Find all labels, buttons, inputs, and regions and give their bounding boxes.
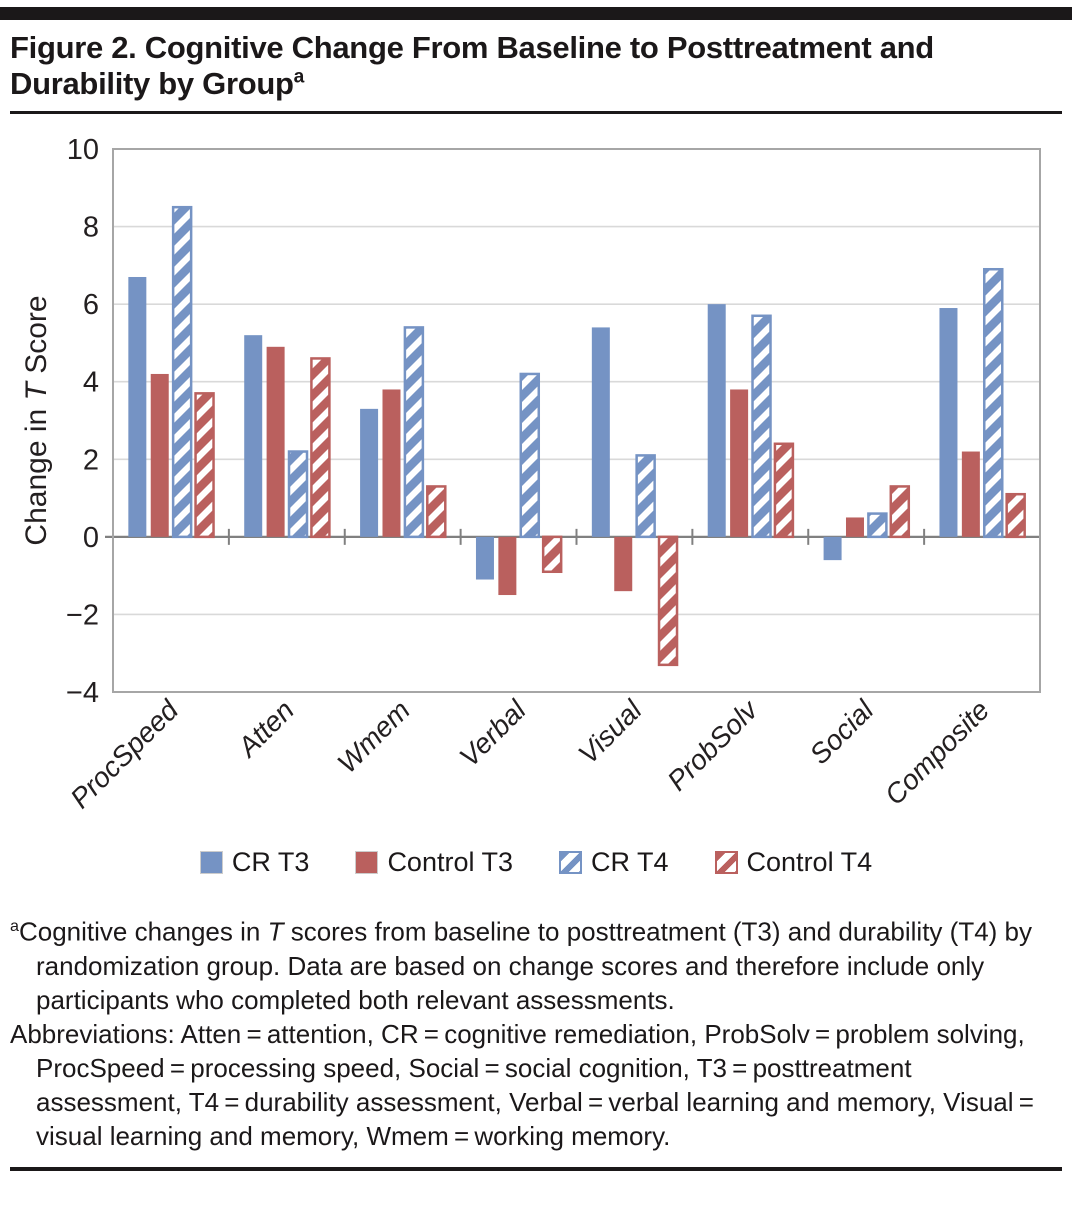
bar-cr-t4-composite xyxy=(983,267,1004,539)
figure-title: Figure 2. Cognitive Change From Baseline… xyxy=(10,30,1062,102)
x-axis-label-social: Social xyxy=(804,694,880,770)
bar-cr-t3-composite xyxy=(939,307,958,537)
bar-cr-t4-wmem xyxy=(403,326,425,539)
bar-control-t3-procspeed xyxy=(150,373,169,537)
bar-control-t3-verbal xyxy=(498,536,517,595)
legend-item-cr-t3: CR T3 xyxy=(199,847,310,878)
x-axis-label-verbal: Verbal xyxy=(453,694,532,773)
legend-swatch-control-t4 xyxy=(714,851,738,875)
title-divider-rule xyxy=(10,110,1062,114)
x-axis-label-probsolv: ProbSolv xyxy=(661,693,765,797)
y-axis-title: Change in T Score xyxy=(20,295,53,545)
x-axis-label-composite: Composite xyxy=(879,694,996,811)
y-axis-tick-label-0: 0 xyxy=(83,522,99,554)
bar-cr-t3-wmem xyxy=(360,408,379,537)
figure-footnote: aCognitive changes in T scores from base… xyxy=(10,909,1062,1153)
legend-label-control-t3: Control T3 xyxy=(387,847,513,878)
figure-title-text: Figure 2. Cognitive Change From Baseline… xyxy=(10,30,934,101)
figure-title-superscript: a xyxy=(293,66,305,88)
legend-swatch-cr-t3 xyxy=(199,851,223,875)
x-axis-label-procspeed: ProcSpeed xyxy=(64,693,185,814)
legend-label-control-t4: Control T4 xyxy=(746,847,873,878)
bar-cr-t3-social xyxy=(823,536,842,561)
chart-legend: CR T3 Control T3 CR T4 Control T4 xyxy=(10,845,1062,881)
y-axis-tick-label-4: 4 xyxy=(83,367,99,399)
bottom-black-rule xyxy=(10,1166,1062,1171)
x-axis-label-atten: Atten xyxy=(230,694,300,764)
bar-cr-t4-procspeed xyxy=(171,205,193,539)
bar-control-t4-social xyxy=(889,485,911,539)
bar-cr-t3-atten xyxy=(244,335,263,537)
footnote-paragraph-1: aCognitive changes in T scores from base… xyxy=(10,916,1032,1015)
top-black-bar xyxy=(0,7,1072,20)
bar-cr-t3-procspeed xyxy=(128,276,147,537)
bar-cr-t4-social xyxy=(867,512,888,539)
bar-control-t3-visual xyxy=(614,536,633,592)
bar-control-t4-procspeed xyxy=(194,392,215,539)
bar-control-t3-probsolv xyxy=(730,389,749,537)
footnote-superscript: a xyxy=(10,916,19,935)
bar-control-t3-composite xyxy=(961,451,980,537)
y-axis-tick-label--4: −4 xyxy=(66,677,99,709)
bar-control-t4-composite xyxy=(1005,492,1026,539)
bar-control-t4-probsolv xyxy=(773,442,795,539)
legend-swatch-control-t3 xyxy=(355,851,379,875)
bar-cr-t3-visual xyxy=(591,327,610,537)
y-axis-tick-label-6: 6 xyxy=(83,289,99,321)
bar-control-t4-wmem xyxy=(426,485,447,539)
bar-cr-t4-visual xyxy=(635,454,656,539)
x-axis-label-wmem: Wmem xyxy=(331,694,416,779)
bar-cr-t4-verbal xyxy=(519,372,541,539)
bar-cr-t3-probsolv xyxy=(707,304,726,537)
bar-control-t3-wmem xyxy=(382,389,401,537)
bar-control-t3-atten xyxy=(266,346,285,537)
legend-item-control-t3: Control T3 xyxy=(355,847,513,878)
legend-label-cr-t4: CR T4 xyxy=(591,847,669,878)
y-axis-tick-label-8: 8 xyxy=(83,211,99,243)
bar-cr-t4-atten xyxy=(287,450,309,539)
bar-control-t3-social xyxy=(845,517,864,537)
y-axis-tick-label--2: −2 xyxy=(66,599,99,631)
bar-control-t4-atten xyxy=(310,357,331,539)
x-axis-label-visual: Visual xyxy=(572,694,648,770)
bar-control-t4-visual xyxy=(657,535,679,667)
y-axis-tick-label-2: 2 xyxy=(83,444,99,476)
bar-chart: −4 −2 0 2 4 6 8 10 ProcSpeed Atten Wmem Verbal Visua… xyxy=(10,120,1062,825)
legend-swatch-cr-t4 xyxy=(559,851,582,875)
plot-border xyxy=(112,147,1041,693)
legend-label-cr-t3: CR T3 xyxy=(231,847,310,878)
bar-control-t4-verbal xyxy=(541,535,563,573)
legend-item-cr-t4: CR T4 xyxy=(559,847,669,878)
bar-chart-svg: −4 −2 0 2 4 6 8 10 ProcSpeed Atten Wmem Verbal Visua… xyxy=(20,134,1041,814)
y-axis-tick-label-10: 10 xyxy=(67,134,99,166)
footnote-paragraph-2: Abbreviations: Atten = attention, CR = c… xyxy=(10,1018,1040,1151)
legend-item-control-t4: Control T4 xyxy=(714,847,873,878)
bar-cr-t4-probsolv xyxy=(751,314,772,539)
bar-cr-t3-verbal xyxy=(475,536,494,580)
